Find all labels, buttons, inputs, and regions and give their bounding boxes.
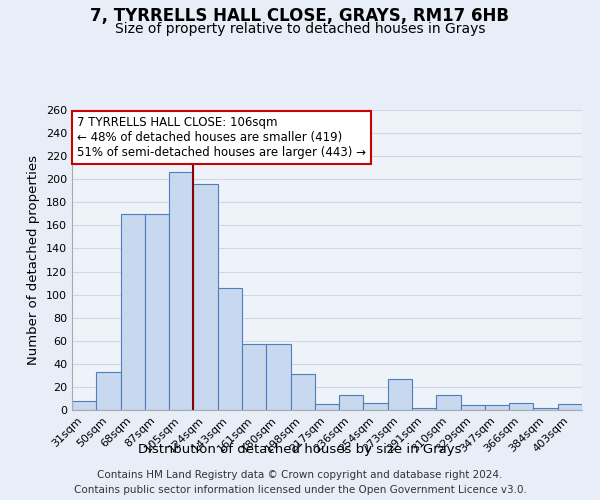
Bar	[364, 403, 388, 410]
Bar	[72, 401, 96, 410]
Bar	[218, 288, 242, 410]
Text: 7 TYRRELLS HALL CLOSE: 106sqm
← 48% of detached houses are smaller (419)
51% of : 7 TYRRELLS HALL CLOSE: 106sqm ← 48% of d…	[77, 116, 366, 159]
Bar	[509, 403, 533, 410]
Text: Size of property relative to detached houses in Grays: Size of property relative to detached ho…	[115, 22, 485, 36]
Bar	[96, 372, 121, 410]
Bar	[485, 406, 509, 410]
Bar	[412, 408, 436, 410]
Bar	[266, 344, 290, 410]
Bar	[339, 395, 364, 410]
Bar	[461, 406, 485, 410]
Bar	[533, 408, 558, 410]
Bar	[558, 404, 582, 410]
Bar	[121, 214, 145, 410]
Text: 7, TYRRELLS HALL CLOSE, GRAYS, RM17 6HB: 7, TYRRELLS HALL CLOSE, GRAYS, RM17 6HB	[91, 8, 509, 26]
Bar	[388, 379, 412, 410]
Text: Contains HM Land Registry data © Crown copyright and database right 2024.: Contains HM Land Registry data © Crown c…	[97, 470, 503, 480]
Bar	[193, 184, 218, 410]
Text: Contains public sector information licensed under the Open Government Licence v3: Contains public sector information licen…	[74, 485, 526, 495]
Bar	[290, 374, 315, 410]
Bar	[169, 172, 193, 410]
Bar	[315, 404, 339, 410]
Y-axis label: Number of detached properties: Number of detached properties	[28, 155, 40, 365]
Bar	[242, 344, 266, 410]
Bar	[436, 395, 461, 410]
Text: Distribution of detached houses by size in Grays: Distribution of detached houses by size …	[138, 442, 462, 456]
Bar	[145, 214, 169, 410]
